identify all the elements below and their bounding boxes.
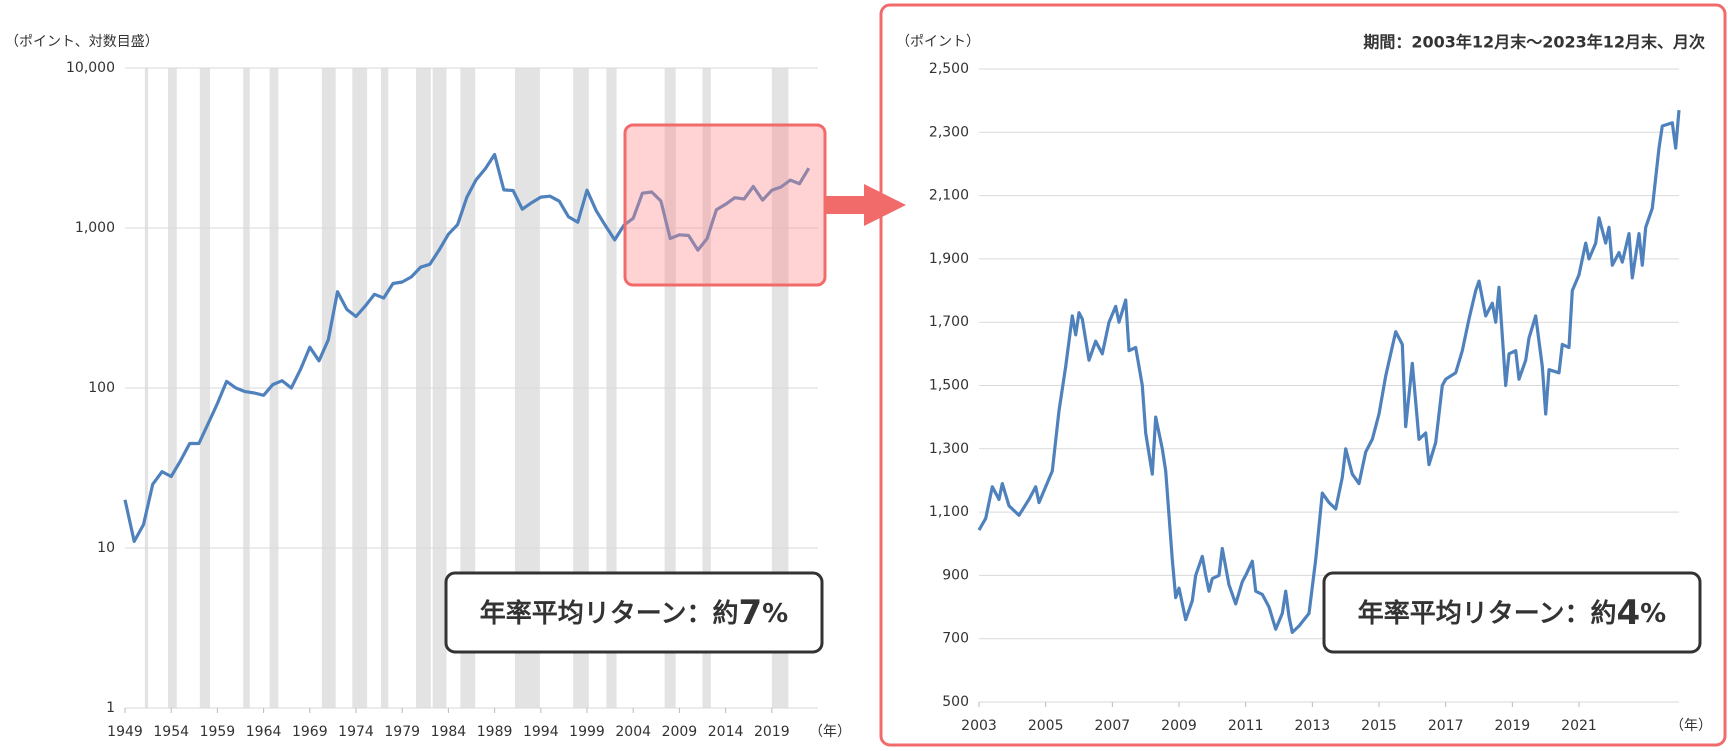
x-tick-label: 2005 — [1028, 718, 1064, 734]
x-tick-label: 2011 — [1228, 718, 1264, 734]
x-tick-label: 2003 — [961, 718, 997, 734]
x-axis-unit: （年） — [1670, 718, 1712, 734]
x-tick-label: 2014 — [708, 724, 744, 740]
annotation-text: 年率平均リターン：約 — [480, 598, 739, 629]
x-tick-label: 2004 — [615, 724, 651, 740]
x-tick-label: 2019 — [1495, 718, 1531, 734]
y-tick-label: 900 — [942, 567, 969, 583]
x-tick-label: 2019 — [754, 724, 790, 740]
annotation-text: 年率平均リターン：約 — [1358, 598, 1617, 629]
series-line — [123, 152, 811, 543]
zoom-panel-frame — [879, 3, 1727, 747]
x-tick-label: 1969 — [292, 724, 328, 740]
annotation-unit: % — [762, 599, 788, 629]
x-tick-label: 2009 — [662, 724, 698, 740]
y-tick-label: 2,500 — [929, 61, 969, 77]
x-tick-label: 1964 — [246, 724, 282, 740]
x-tick-label: 2021 — [1561, 718, 1597, 734]
y-tick-label: 10,000 — [66, 60, 115, 76]
y-tick-label: 1,100 — [929, 504, 969, 520]
y-axis-label: （ポイント、対数目盛） — [5, 34, 159, 50]
y-tick-label: 500 — [942, 694, 969, 710]
x-tick-label: 2007 — [1095, 718, 1131, 734]
arrow — [826, 184, 906, 226]
subtitle: 期間：2003年12月末～2023年12月末、月次 — [1363, 33, 1705, 52]
y-tick-label: 1,900 — [929, 251, 969, 267]
x-tick-label: 2015 — [1361, 718, 1397, 734]
annotation-box — [444, 571, 824, 654]
y-tick-label: 1,500 — [929, 378, 969, 394]
annotation: 年率平均リターン：約4% — [1358, 593, 1666, 633]
x-tick-label: 1979 — [384, 724, 420, 740]
x-tick-label: 2009 — [1161, 718, 1197, 734]
x-tick-label: 1959 — [200, 724, 236, 740]
x-tick-label: 1954 — [153, 724, 189, 740]
y-tick-label: 1,300 — [929, 441, 969, 457]
x-tick-label: 1989 — [477, 724, 513, 740]
annotation: 年率平均リターン：約7% — [480, 593, 788, 633]
annotation-number: 7 — [738, 593, 762, 633]
y-tick-label: 2,300 — [929, 124, 969, 140]
annotation-box — [1322, 571, 1702, 654]
x-tick-label: 1994 — [523, 724, 559, 740]
x-tick-label: 2013 — [1295, 718, 1331, 734]
x-axis-unit: （年） — [809, 724, 851, 740]
x-tick-label: 2017 — [1428, 718, 1464, 734]
x-tick-label: 1974 — [338, 724, 374, 740]
series-line — [977, 109, 1681, 634]
y-tick-label: 10 — [97, 540, 115, 556]
annotation-number: 4 — [1616, 593, 1640, 633]
x-tick-label: 1984 — [431, 724, 467, 740]
x-tick-label: 1999 — [569, 724, 605, 740]
highlight-box — [623, 123, 827, 287]
y-tick-label: 2,100 — [929, 188, 969, 204]
annotation-unit: % — [1640, 599, 1666, 629]
y-tick-label: 1 — [106, 700, 115, 716]
y-tick-label: 700 — [942, 631, 969, 647]
y-tick-label: 1,700 — [929, 314, 969, 330]
x-tick-label: 1949 — [107, 724, 143, 740]
y-tick-label: 1,000 — [75, 220, 115, 236]
y-tick-label: 100 — [88, 380, 115, 396]
y-axis-label: （ポイント） — [896, 34, 980, 50]
